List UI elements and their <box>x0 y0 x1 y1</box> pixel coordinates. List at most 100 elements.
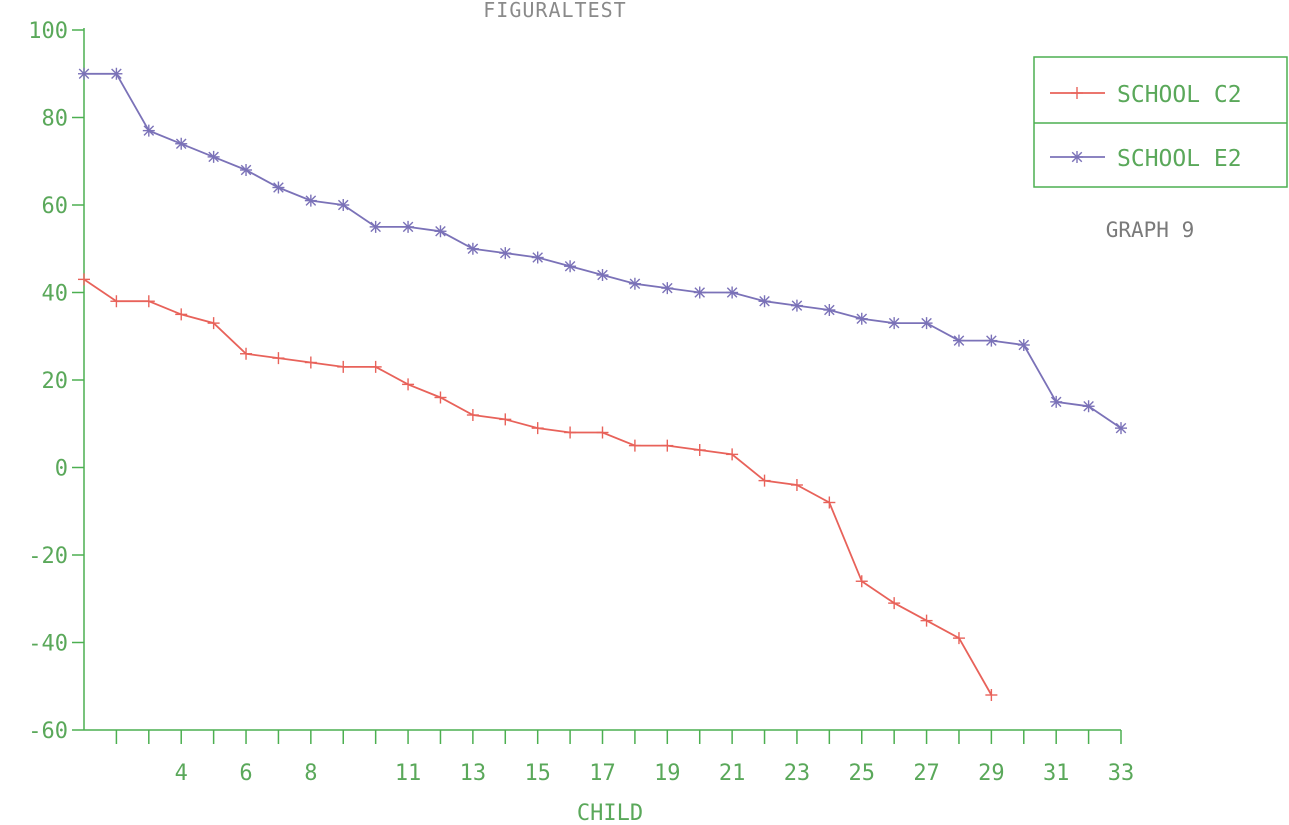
data-point-school-e2 <box>726 286 739 299</box>
data-point-school-c2 <box>78 273 90 286</box>
data-point-school-e2 <box>466 242 479 255</box>
x-tick-label: 31 <box>1043 761 1070 786</box>
data-point-school-e2 <box>110 67 123 80</box>
data-point-school-e2 <box>499 247 512 260</box>
data-point-school-c2 <box>888 597 901 610</box>
graph-number-label: GRAPH 9 <box>1106 218 1195 242</box>
x-tick-label: 6 <box>239 761 252 786</box>
chart-title: FIGURALTEST <box>483 0 626 22</box>
data-point-school-c2 <box>693 444 706 456</box>
y-tick-label: -60 <box>28 719 68 744</box>
x-tick-label: 29 <box>978 761 1005 786</box>
y-tick-label: -20 <box>28 544 68 569</box>
legend: SCHOOL C2 SCHOOL E2 <box>1033 56 1288 188</box>
x-tick-label: 8 <box>304 761 317 786</box>
data-point-school-c2 <box>823 496 836 509</box>
x-tick-label: 23 <box>784 761 811 786</box>
data-point-school-c2 <box>304 356 317 369</box>
data-point-school-e2 <box>1050 395 1063 408</box>
x-tick-label: 4 <box>175 761 188 786</box>
y-tick-label: 60 <box>42 194 69 219</box>
x-tick-label: 11 <box>395 761 422 786</box>
series-layer <box>78 67 1127 701</box>
data-point-school-e2 <box>207 150 220 163</box>
data-point-school-c2 <box>758 474 771 487</box>
data-point-school-c2 <box>855 575 868 588</box>
data-point-school-e2 <box>240 164 253 176</box>
data-point-school-c2 <box>337 360 350 373</box>
data-point-school-c2 <box>466 409 479 421</box>
data-point-school-c2 <box>434 391 447 404</box>
data-point-school-e2 <box>304 194 317 207</box>
series-line-school-c2 <box>83 278 993 696</box>
data-point-school-e2 <box>985 334 998 347</box>
data-point-school-e2 <box>888 317 901 330</box>
data-point-school-e2 <box>337 199 350 211</box>
data-point-school-c2 <box>499 413 512 426</box>
data-point-school-c2 <box>175 308 188 321</box>
data-point-school-c2 <box>402 378 415 391</box>
y-tick-label: 80 <box>42 107 69 132</box>
legend-marker-school-c2 <box>1071 87 1083 99</box>
legend-marker-school-e2 <box>1071 151 1083 163</box>
data-point-school-e2 <box>1115 422 1127 435</box>
data-point-school-c2 <box>952 632 965 645</box>
x-tick-label: 27 <box>913 761 940 786</box>
y-tick-label: -40 <box>28 632 68 657</box>
data-point-school-e2 <box>952 334 965 347</box>
data-point-school-c2 <box>564 426 577 439</box>
data-point-school-e2 <box>855 312 868 325</box>
x-axis-title: CHILD <box>577 801 643 825</box>
x-tick-label: 15 <box>524 761 551 786</box>
data-point-school-e2 <box>661 282 674 295</box>
data-point-school-e2 <box>693 286 706 299</box>
data-point-school-e2 <box>434 225 447 238</box>
data-point-school-c2 <box>985 689 998 701</box>
data-point-school-e2 <box>758 295 771 308</box>
data-point-school-e2 <box>369 220 382 233</box>
data-point-school-e2 <box>1082 400 1095 413</box>
data-point-school-e2 <box>564 260 577 273</box>
x-tick-label: 13 <box>460 761 487 786</box>
data-point-school-e2 <box>920 317 933 330</box>
data-point-school-e2 <box>78 67 90 80</box>
data-point-school-e2 <box>1017 339 1030 351</box>
y-tick-label: 40 <box>42 282 69 307</box>
x-tick-label: 33 <box>1108 761 1135 786</box>
legend-label-school-c2: SCHOOL C2 <box>1117 82 1242 108</box>
legend-label-school-e2: SCHOOL E2 <box>1117 146 1242 172</box>
data-point-school-c2 <box>628 439 641 452</box>
data-point-school-c2 <box>272 352 285 365</box>
x-tick-label: 21 <box>719 761 746 786</box>
data-point-school-e2 <box>628 277 641 290</box>
data-point-school-e2 <box>790 299 803 312</box>
data-point-school-e2 <box>596 269 609 281</box>
y-tick-label: 20 <box>42 369 69 394</box>
data-point-school-e2 <box>531 251 544 264</box>
legend-box <box>1033 56 1288 188</box>
data-point-school-c2 <box>790 479 803 491</box>
data-point-school-c2 <box>240 347 253 360</box>
axes: 100 80 60 40 20 0 -20 -40 -60 4 6 8 11 13 15 17 19 21 23 25… <box>28 19 1134 786</box>
data-point-school-c2 <box>207 317 220 330</box>
data-point-school-e2 <box>402 220 415 233</box>
data-point-school-e2 <box>142 124 155 137</box>
data-point-school-c2 <box>661 439 674 452</box>
data-point-school-c2 <box>596 426 609 439</box>
data-point-school-c2 <box>920 614 933 627</box>
y-tick-label: 100 <box>28 19 68 44</box>
x-tick-label: 17 <box>589 761 616 786</box>
series-line-school-e2 <box>84 72 1122 429</box>
data-point-school-c2 <box>142 295 155 308</box>
data-point-school-e2 <box>823 304 836 316</box>
data-point-school-c2 <box>369 360 382 373</box>
data-point-school-c2 <box>110 295 123 308</box>
x-tick-label: 25 <box>849 761 876 786</box>
y-tick-label: 0 <box>55 457 68 482</box>
data-point-school-c2 <box>726 448 739 461</box>
x-tick-label: 19 <box>654 761 681 786</box>
data-point-school-e2 <box>272 181 285 194</box>
data-point-school-e2 <box>175 137 188 150</box>
data-point-school-c2 <box>531 422 544 435</box>
